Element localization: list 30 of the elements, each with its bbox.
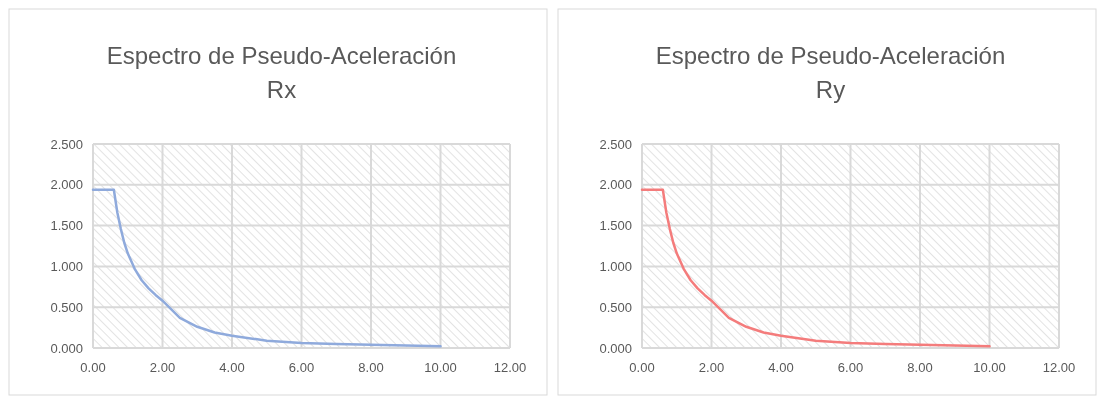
y-tick-label: 0.000 [599,340,632,356]
x-tick-label: 6.00 [837,360,864,375]
line-series [91,188,442,348]
x-tick-label: 6.00 [288,360,315,375]
y-tick-label: 1.000 [50,258,83,274]
chart-title: Espectro de Pseudo-Aceleración Rx [106,42,457,103]
x-tick-label: 10.00 [973,360,1006,375]
y-tick-label: 0.000 [50,340,83,356]
y-tick-label: 2.500 [599,136,632,152]
y-tick-label: 2.000 [599,177,632,193]
x-tick-label: 0.00 [629,360,655,375]
x-tick-label: 12.00 [1042,360,1076,375]
y-tick-label: 2.500 [50,136,83,152]
x-tick-label: 12.00 [493,360,527,375]
y-tick-label: 1.500 [599,218,632,234]
line-series [640,188,991,348]
x-tick-label: 2.00 [149,360,176,375]
y-tick-label: 2.000 [50,177,83,193]
x-tick-label: 8.00 [358,360,384,375]
x-tick-label: 4.00 [219,360,245,375]
y-tick-label: 0.500 [50,299,83,315]
x-tick-label: 8.00 [907,360,933,375]
y-tick-label: 0.500 [599,299,632,315]
y-tick-label: 1.000 [599,258,632,274]
x-tick-label: 4.00 [768,360,794,375]
x-tick-label: 0.00 [80,360,106,375]
chart-title: Espectro de Pseudo-Aceleración Ry [655,42,1006,103]
x-tick-label: 2.00 [698,360,725,375]
y-tick-label: 1.500 [50,218,83,234]
x-tick-label: 10.00 [424,360,457,375]
